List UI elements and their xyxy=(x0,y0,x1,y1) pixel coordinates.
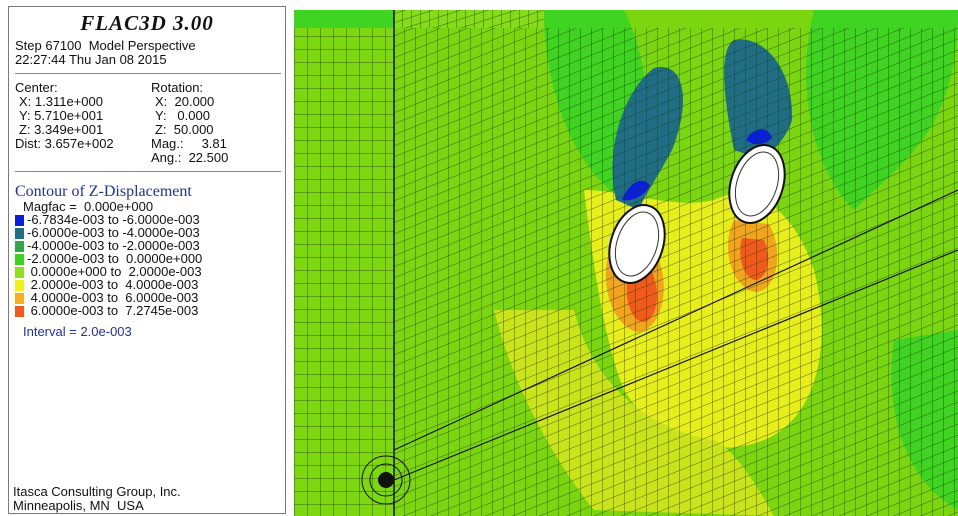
legend-item: -2.0000e-003 to 0.0000e+000 xyxy=(15,251,203,266)
legend-label: 4.0000e-003 to 6.0000e-003 xyxy=(27,290,199,305)
rotation-y: Y: 0.000 xyxy=(155,108,210,123)
divider xyxy=(15,171,281,172)
legend-item: -6.0000e-003 to -4.0000e-003 xyxy=(15,225,200,240)
legend-label: -6.7834e-003 to -6.0000e-003 xyxy=(27,212,200,227)
rotation-label: Rotation: xyxy=(151,80,204,95)
legend-swatch xyxy=(15,227,24,239)
legend-item: 0.0000e+000 to 2.0000e-003 xyxy=(15,264,202,279)
legend-item: 4.0000e-003 to 6.0000e-003 xyxy=(15,290,199,305)
legend-swatch xyxy=(15,253,24,265)
legend-item: -6.7834e-003 to -6.0000e-003 xyxy=(15,212,200,227)
step-line: Step 67100 Model Perspective xyxy=(15,38,196,53)
model-viewport[interactable] xyxy=(294,10,958,516)
rotation-z: Z: 50.000 xyxy=(155,122,214,137)
model-contour-plot xyxy=(294,10,958,516)
timestamp: 22:27:44 Thu Jan 08 2015 xyxy=(15,52,167,67)
legend-label: 0.0000e+000 to 2.0000e-003 xyxy=(27,264,202,279)
app-title: FLAC3D 3.00 xyxy=(80,11,214,35)
legend-panel: FLAC3D 3.00 Step 67100 Model Perspective… xyxy=(8,6,286,514)
legend-swatch xyxy=(15,279,24,291)
legend-label: -6.0000e-003 to -4.0000e-003 xyxy=(27,225,200,240)
legend-label: 2.0000e-003 to 4.0000e-003 xyxy=(27,277,199,292)
center-x: X: 1.311e+000 xyxy=(19,94,103,109)
angle: Ang.: 22.500 xyxy=(151,150,229,165)
legend-label: -2.0000e-003 to 0.0000e+000 xyxy=(27,251,203,266)
legend-swatch xyxy=(15,305,24,317)
company-name: Itasca Consulting Group, Inc. xyxy=(13,484,181,499)
center-y: Y: 5.710e+001 xyxy=(19,108,104,123)
legend-label: -4.0000e-003 to -2.0000e-003 xyxy=(27,238,200,253)
legend-item: 6.0000e-003 to 7.2745e-003 xyxy=(15,303,199,318)
legend-swatch xyxy=(15,292,24,304)
center-label: Center: xyxy=(15,80,58,95)
rotation-x: X: 20.000 xyxy=(155,94,215,109)
distance: Dist: 3.657e+002 xyxy=(15,136,114,151)
legend-item: -4.0000e-003 to -2.0000e-003 xyxy=(15,238,200,253)
center-z: Z: 3.349e+001 xyxy=(19,122,104,137)
legend-swatch xyxy=(15,266,24,278)
legend-swatch xyxy=(15,240,24,252)
magfac: Magfac = 0.000e+000 xyxy=(23,199,154,214)
company-location: Minneapolis, MN USA xyxy=(13,498,144,513)
magnification: Mag.: 3.81 xyxy=(151,136,227,151)
contour-title: Contour of Z-Displacement xyxy=(15,183,192,200)
legend-label: 6.0000e-003 to 7.2745e-003 xyxy=(27,303,199,318)
legend-item: 2.0000e-003 to 4.0000e-003 xyxy=(15,277,199,292)
divider xyxy=(15,73,281,74)
interval: Interval = 2.0e-003 xyxy=(23,324,132,339)
legend-swatch xyxy=(15,214,24,226)
